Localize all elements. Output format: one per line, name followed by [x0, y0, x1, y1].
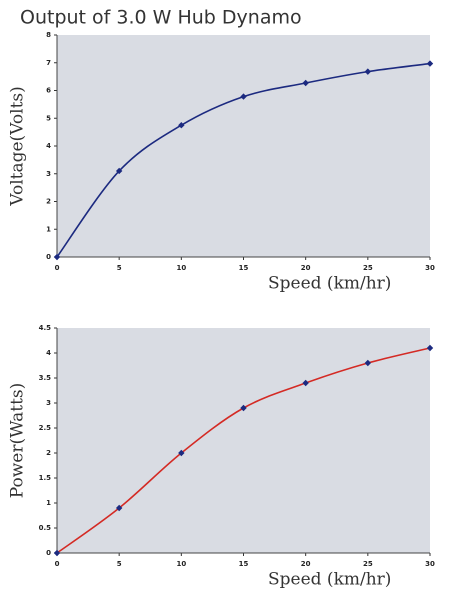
- data-point: [302, 379, 309, 387]
- y-tick-label: 4.5: [39, 324, 52, 332]
- y-tick-label: 3: [46, 399, 51, 407]
- x-tick-label: 10: [176, 264, 186, 272]
- y-tick-label: 0: [46, 549, 51, 557]
- x-axis-title: Speed (km/hr): [268, 570, 391, 590]
- data-point: [115, 504, 123, 512]
- data-point: [178, 449, 185, 457]
- data-point: [240, 93, 247, 100]
- y-tick-label: 8: [46, 31, 51, 39]
- y-axis-title: Power(Watts): [8, 383, 28, 499]
- y-tick-label: 4: [46, 142, 51, 150]
- x-tick-label: 30: [425, 264, 435, 272]
- data-point: [53, 253, 61, 261]
- plot-area: [57, 35, 430, 257]
- x-tick-label: 15: [239, 560, 249, 568]
- y-tick-label: 0.5: [39, 524, 52, 532]
- data-point: [426, 60, 434, 67]
- y-axis-title: Voltage(Volts): [8, 86, 28, 207]
- x-tick-label: 20: [301, 560, 311, 568]
- x-tick-label: 10: [176, 560, 186, 568]
- x-axis-title: Speed (km/hr): [268, 274, 391, 294]
- y-tick-label: 2.5: [39, 424, 52, 432]
- chart-title: Output of 3.0 W Hub Dynamo: [20, 7, 302, 29]
- x-tick-label: 15: [239, 264, 249, 272]
- data-point: [53, 549, 61, 557]
- y-tick-label: 3: [46, 170, 51, 178]
- data-point: [115, 167, 123, 175]
- x-tick-label: 25: [363, 264, 373, 272]
- x-tick-label: 5: [117, 560, 122, 568]
- y-tick-label: 7: [46, 59, 51, 67]
- y-tick-label: 1: [46, 225, 51, 233]
- x-tick-label: 5: [117, 264, 122, 272]
- y-tick-label: 2: [46, 198, 51, 206]
- data-point: [240, 404, 247, 412]
- data-point: [302, 79, 309, 87]
- data-point: [364, 359, 372, 367]
- y-tick-label: 0: [46, 253, 51, 261]
- y-tick-label: 5: [46, 114, 51, 122]
- x-tick-label: 0: [55, 264, 60, 272]
- y-tick-label: 3.5: [39, 374, 52, 382]
- x-tick-label: 0: [55, 560, 60, 568]
- y-tick-label: 1.5: [39, 474, 52, 482]
- x-tick-label: 25: [363, 560, 373, 568]
- x-tick-label: 20: [301, 264, 311, 272]
- data-point: [426, 344, 434, 352]
- y-tick-label: 6: [46, 87, 51, 95]
- data-point: [364, 68, 372, 75]
- x-tick-label: 30: [425, 560, 435, 568]
- y-tick-label: 4: [46, 349, 51, 357]
- y-tick-label: 1: [46, 499, 51, 507]
- data-point: [178, 121, 185, 129]
- y-tick-label: 2: [46, 449, 51, 457]
